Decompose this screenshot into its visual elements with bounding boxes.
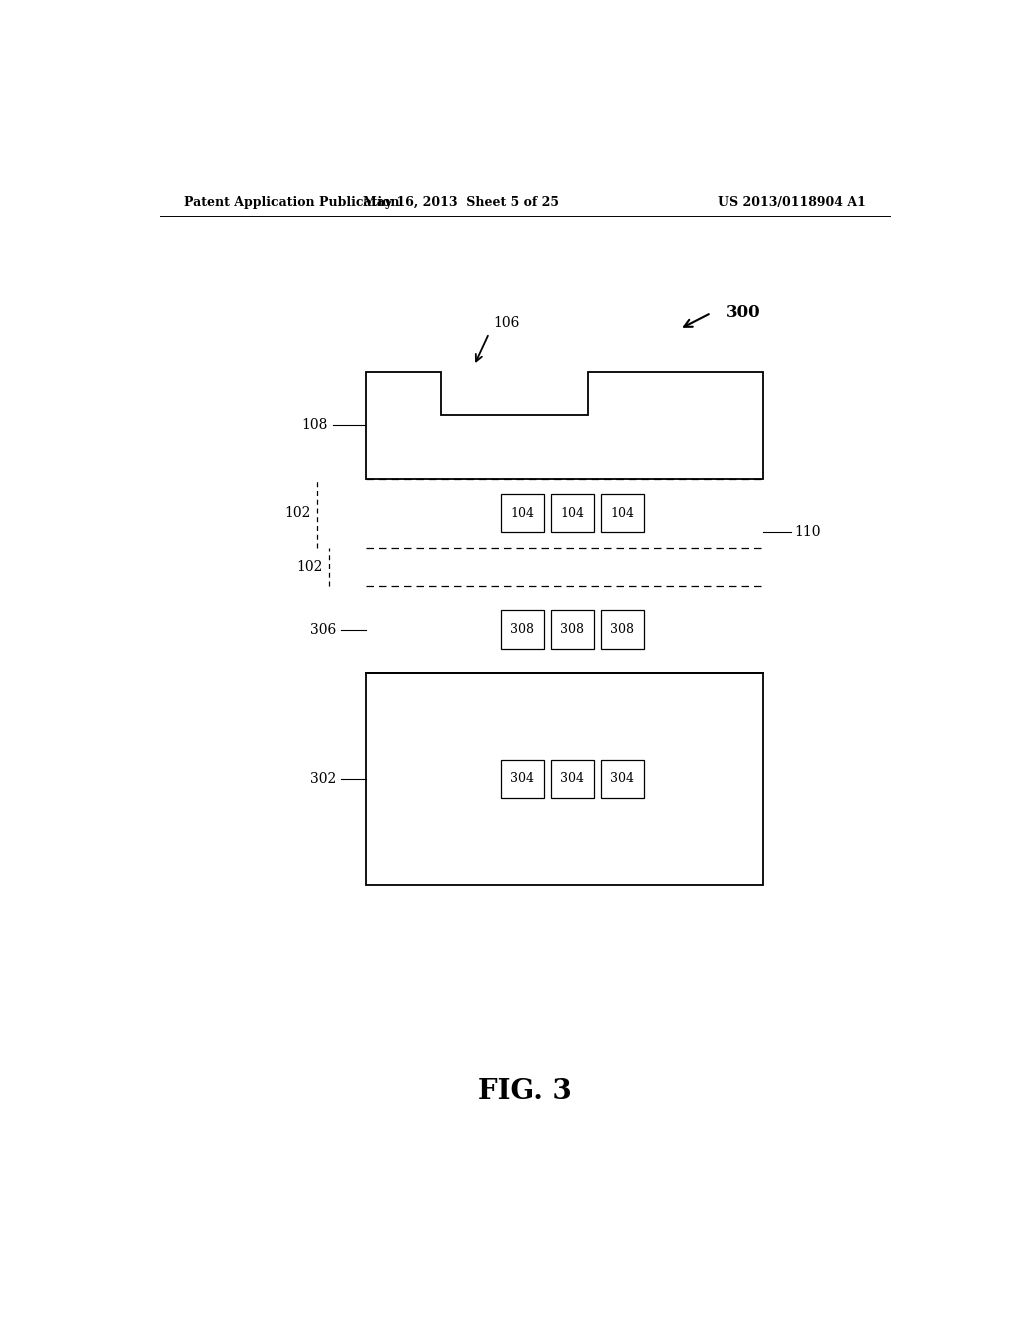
- Text: 308: 308: [510, 623, 535, 636]
- Text: US 2013/0118904 A1: US 2013/0118904 A1: [718, 195, 866, 209]
- Text: 102: 102: [296, 560, 323, 574]
- Text: 304: 304: [610, 772, 635, 785]
- Bar: [367, 673, 763, 886]
- Text: 308: 308: [610, 623, 635, 636]
- Text: 104: 104: [610, 507, 635, 520]
- Text: 304: 304: [560, 772, 585, 785]
- Bar: [551, 610, 594, 649]
- Text: Patent Application Publication: Patent Application Publication: [183, 195, 399, 209]
- Bar: [601, 494, 644, 532]
- Text: 110: 110: [795, 525, 821, 540]
- Bar: [601, 610, 644, 649]
- Bar: [501, 759, 544, 799]
- Text: 300: 300: [726, 305, 760, 321]
- Text: 308: 308: [560, 623, 585, 636]
- Text: May 16, 2013  Sheet 5 of 25: May 16, 2013 Sheet 5 of 25: [364, 195, 559, 209]
- Text: 104: 104: [510, 507, 535, 520]
- Text: 104: 104: [560, 507, 585, 520]
- Bar: [551, 759, 594, 799]
- Text: FIG. 3: FIG. 3: [478, 1078, 571, 1105]
- Bar: [501, 610, 544, 649]
- Text: 302: 302: [309, 772, 336, 785]
- Bar: [501, 494, 544, 532]
- Text: 106: 106: [494, 317, 519, 330]
- Text: 304: 304: [510, 772, 535, 785]
- Polygon shape: [367, 372, 763, 479]
- Text: 108: 108: [302, 418, 328, 432]
- Text: 102: 102: [284, 506, 310, 520]
- Bar: [551, 494, 594, 532]
- Text: 306: 306: [309, 623, 336, 636]
- Bar: [601, 759, 644, 799]
